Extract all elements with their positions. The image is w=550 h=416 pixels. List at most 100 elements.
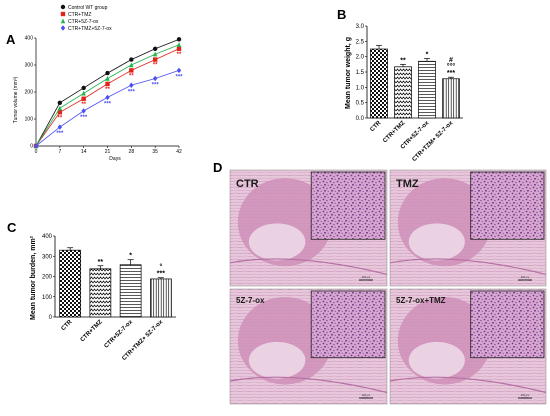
y-axis-label: Mean tumor weight, g [345, 37, 352, 109]
significance-marker: *** [56, 131, 64, 137]
data-point [33, 143, 39, 149]
significance-marker: ** [153, 63, 158, 69]
panel-label-b: B [337, 7, 346, 22]
magnified-inset [310, 290, 386, 359]
y-tick-label: 2.0 [356, 55, 365, 61]
significance-marker: ° [159, 263, 162, 271]
data-point [105, 75, 110, 81]
data-point [176, 42, 182, 47]
scale-bar-label: 200 μm [362, 394, 370, 397]
tissue-fold [389, 258, 547, 275]
significance-marker: *** [175, 74, 183, 80]
image-label: TMZ [396, 178, 419, 190]
histology-image: 5Z-7-ox 200 μm [229, 288, 388, 405]
data-point [105, 94, 110, 101]
tumor-volume-line-chart: Tumor volume (mm³) Days Control WT group… [13, 4, 183, 162]
significance-marker: ** [129, 73, 134, 79]
histology-image: CTR 200 μm [229, 169, 388, 287]
panel-label-a: A [6, 32, 16, 47]
tissue-fold [229, 376, 388, 394]
data-point [176, 46, 182, 51]
bar [370, 48, 388, 119]
significance-marker: *** [80, 115, 88, 121]
legend: Control WT groupCTR+TMZCTR+5Z-7-oxCTR+TM… [60, 4, 112, 32]
magnified-inset [470, 171, 545, 240]
bar [442, 78, 460, 119]
x-tick-label: 0 [35, 149, 38, 155]
y-tick-label: 400 [42, 234, 53, 240]
category-label: CTR [61, 319, 74, 332]
category-label: CTR+5Z-7-ox [104, 319, 135, 350]
significance-marker: ** [98, 259, 104, 266]
data-point [129, 62, 134, 68]
y-tick-label: 0.0 [356, 116, 365, 122]
tumor-burden-bar-chart: Mean tumor burden, mm² 0 100 200 300 400 CTR *… [30, 234, 176, 362]
legend-marker [60, 4, 66, 10]
legend-marker [60, 18, 66, 24]
tissue-fold [389, 376, 547, 394]
significance-marker: * [129, 253, 132, 260]
data-point [129, 82, 134, 88]
significance-marker: ** [105, 87, 110, 93]
legend-entry: Control WT group [68, 5, 108, 11]
bar [150, 278, 172, 318]
data-point [176, 67, 182, 74]
category-label: CTR+TMZ [382, 120, 406, 144]
significance-marker: *** [152, 83, 160, 89]
data-point [152, 46, 158, 51]
necrotic-area [408, 341, 465, 379]
category-label: CTR+TZM+ 5Z-7-ox [412, 120, 455, 163]
category-label: CTR+TMZ [80, 319, 104, 343]
x-tick-label: 28 [129, 149, 135, 155]
x-tick-label: 7 [58, 149, 61, 155]
data-point [81, 90, 86, 96]
y-tick-label: 0 [30, 144, 33, 150]
y-tick-label: 3.0 [356, 24, 365, 30]
data-point [105, 70, 110, 76]
x-tick-label: 42 [176, 149, 182, 155]
panel-label-c: C [7, 220, 17, 235]
legend-marker [60, 11, 66, 17]
data-point [152, 57, 158, 62]
significance-marker: *** [104, 101, 112, 107]
legend-entry: CTR+TMZ [68, 12, 91, 18]
y-tick-label: 200 [25, 90, 34, 96]
data-point [81, 108, 86, 114]
magnified-inset [470, 290, 545, 359]
data-point [81, 85, 86, 91]
panel-label-d: D [213, 160, 222, 175]
data-point [152, 75, 158, 82]
bar [59, 249, 81, 318]
data-point [129, 57, 134, 62]
legend-entry: CTR+5Z-7-ox [68, 19, 99, 25]
y-tick-label: 0 [49, 315, 53, 321]
y-tick-label: 1.5 [356, 70, 365, 76]
data-point [81, 96, 86, 101]
tissue-fold [229, 258, 388, 275]
significance-marker: *** [447, 70, 455, 77]
y-tick-label: 200 [42, 275, 53, 281]
category-label: CTR [369, 120, 382, 133]
bar [119, 264, 142, 318]
scale-bar-label: 200 μm [362, 276, 370, 279]
data-point [129, 68, 134, 73]
y-tick-label: 2.5 [356, 39, 365, 45]
magnified-inset [310, 171, 386, 240]
significance-marker: *** [157, 271, 165, 278]
bar [418, 60, 436, 119]
histology-image: 5Z-7-ox+TMZ 200 μm [389, 288, 547, 405]
significance-marker: * [426, 52, 429, 59]
y-axis-label: Tumor volume (mm³) [13, 76, 19, 123]
x-tick-label: 35 [152, 149, 158, 155]
significance-marker: ** [177, 52, 182, 58]
image-label: 5Z-7-ox [236, 296, 265, 305]
data-point [176, 37, 182, 42]
data-point [57, 124, 63, 130]
data-point [105, 81, 110, 87]
y-tick-label: 100 [25, 117, 34, 123]
necrotic-area [408, 223, 465, 261]
significance-marker: ** [57, 115, 62, 121]
legend-entry: CTR+TMZ+5Z-7-ox [68, 26, 112, 32]
